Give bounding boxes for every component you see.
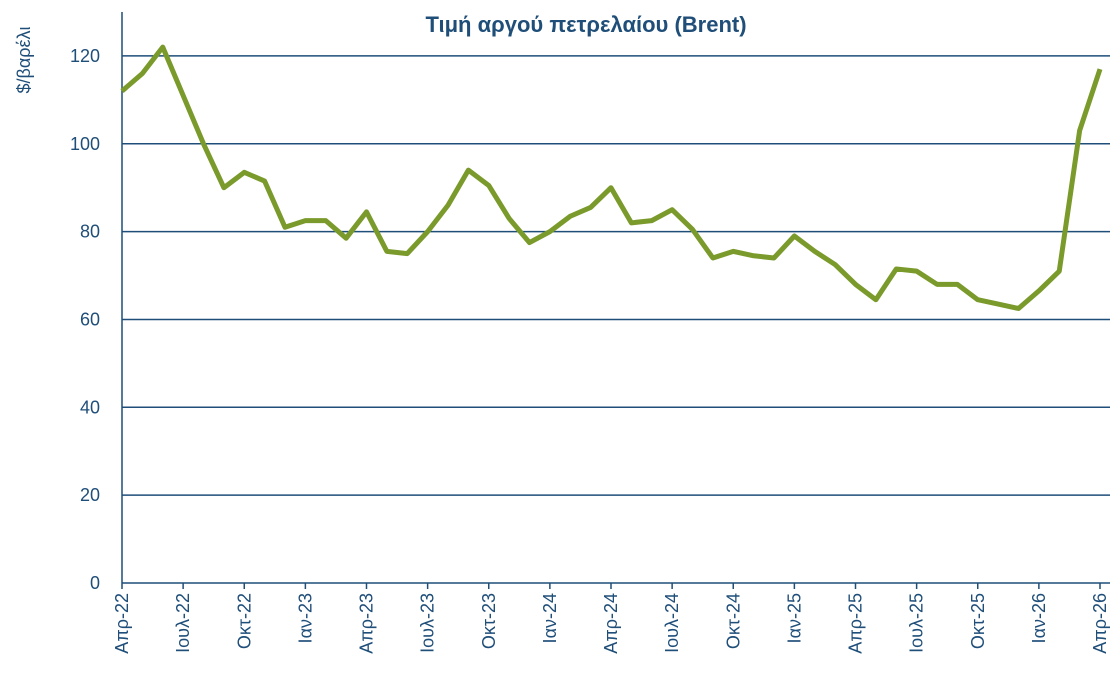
x-tick-label: Ιουλ-25 [907, 593, 927, 653]
chart-title: Τιμή αργού πετρελαίου (Brent) [425, 12, 746, 37]
x-tick-label: Οκτ-24 [723, 593, 743, 649]
y-tick-label: 0 [90, 573, 100, 593]
x-tick-label: Οκτ-23 [479, 593, 499, 649]
x-tick-label: Ιαν-25 [784, 593, 804, 643]
x-tick-label: Οκτ-22 [234, 593, 254, 649]
x-tick-label: Ιουλ-24 [662, 593, 682, 653]
x-tick-label: Απρ-24 [601, 593, 621, 654]
data-line [120, 44, 1103, 311]
x-tick-label: Οκτ-25 [968, 593, 988, 649]
y-tick-label: 120 [70, 46, 100, 66]
x-tick-label: Απρ-23 [357, 593, 377, 654]
x-tick-label: Απρ-25 [846, 593, 866, 654]
x-tick-label: Απρ-22 [112, 593, 132, 654]
x-tick-label: Ιαν-24 [540, 593, 560, 643]
y-tick-label: 20 [80, 485, 100, 505]
x-tick-label: Ιαν-26 [1029, 593, 1049, 643]
y-tick-label: 60 [80, 309, 100, 329]
y-tick-label: 80 [80, 222, 100, 242]
y-tick-label: 40 [80, 397, 100, 417]
x-tick-label: Ιουλ-22 [173, 593, 193, 653]
y-tick-label: 100 [70, 134, 100, 154]
x-tick-label: Ιουλ-23 [418, 593, 438, 653]
x-tick-label: Ιαν-23 [295, 593, 315, 643]
x-tick-label: Απρ-26 [1090, 593, 1110, 654]
y-axis-label: $/βαρέλι [14, 26, 34, 93]
